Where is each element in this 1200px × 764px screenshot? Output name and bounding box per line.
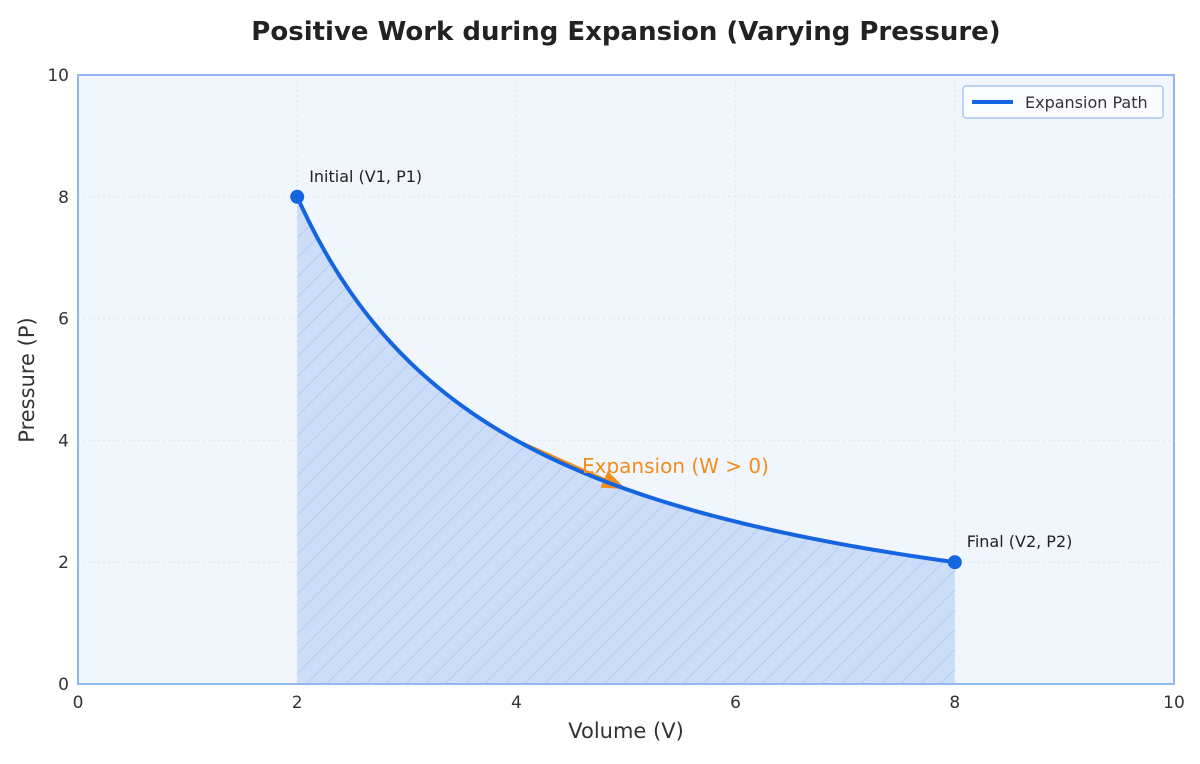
legend-label: Expansion Path [1025,93,1148,112]
y-tick-label: 0 [58,675,69,695]
final-state-point [947,555,962,570]
y-tick-label: 6 [58,310,69,330]
x-tick-label: 4 [511,693,522,713]
x-axis-label: Volume (V) [568,719,684,743]
chart-title: Positive Work during Expansion (Varying … [251,17,1000,47]
y-tick-label: 10 [47,66,69,86]
legend-box [962,85,1164,119]
x-tick-label: 8 [949,693,960,713]
expansion-path-line [295,194,957,565]
x-tick-label: 6 [730,693,741,713]
x-tick-label: 2 [292,693,303,713]
final-state-label: Final (V2, P2) [967,532,1073,551]
x-tick-label: 0 [73,693,84,713]
y-tick-label: 4 [58,431,69,451]
y-tick-label: 2 [58,553,69,573]
initial-state-point [290,189,305,204]
initial-state-label: Initial (V1, P1) [309,167,422,186]
annotation-label: Expansion (W > 0) [582,454,769,478]
annotation-arrow-head [600,471,626,490]
y-tick-label: 8 [58,188,69,208]
x-tick-label: 10 [1163,693,1185,713]
plot-area: 0 2 4 6 8 10 0 2 4 6 8 10 Expansion (W > 0) Initial (… [47,66,1184,713]
work-area-hatch [297,196,955,685]
y-axis-label: Pressure (P) [15,317,39,442]
plot-frame [77,74,1175,685]
